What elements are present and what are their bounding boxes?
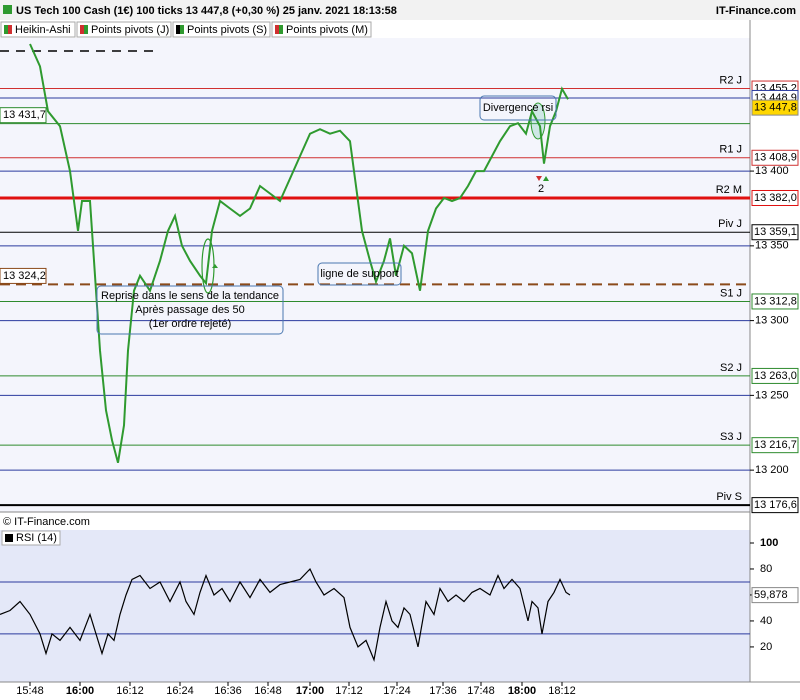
legend-item[interactable] bbox=[172, 21, 271, 38]
last-value-box bbox=[751, 587, 799, 604]
annotation-box bbox=[479, 95, 557, 121]
level-box bbox=[751, 367, 799, 384]
copyright: © IT-Finance.com bbox=[3, 516, 90, 528]
title-bar bbox=[0, 0, 800, 20]
legend-label: Points pivots (J) bbox=[91, 24, 169, 36]
legend-item[interactable] bbox=[0, 21, 76, 38]
legend-item[interactable] bbox=[271, 21, 372, 38]
level-box bbox=[751, 293, 799, 310]
x-tick-label: 17:24 bbox=[383, 685, 411, 697]
level-name: R1 J bbox=[719, 144, 742, 156]
annotation-box bbox=[317, 262, 402, 286]
x-tick-label: 16:48 bbox=[254, 685, 282, 697]
level-name: R2 J bbox=[719, 74, 742, 86]
legend-swatch bbox=[180, 25, 184, 34]
level-label: 13 431,7 bbox=[3, 109, 46, 121]
annotation: Après passage des 50 bbox=[135, 304, 244, 316]
chart-title: US Tech 100 Cash (1€) 100 ticks 13 447,8… bbox=[16, 5, 397, 17]
level-name: Piv S bbox=[716, 491, 742, 503]
arrow bbox=[212, 264, 218, 268]
last-value-label: 13 447,8 bbox=[754, 102, 797, 114]
annotation: Divergence rsi bbox=[483, 102, 553, 114]
x-tick-label: 17:12 bbox=[335, 685, 363, 697]
level-box bbox=[0, 107, 47, 124]
brand: IT-Finance.com bbox=[716, 5, 796, 17]
y-tick-label: 13 200 bbox=[755, 464, 789, 476]
level-box bbox=[751, 189, 799, 206]
legend-swatch bbox=[80, 25, 84, 34]
y-tick-label: 13 350 bbox=[755, 240, 789, 252]
level-name: S3 J bbox=[720, 431, 742, 443]
legend-swatch bbox=[8, 25, 12, 34]
level-box bbox=[0, 267, 47, 284]
legend-item[interactable] bbox=[76, 21, 172, 38]
level-box bbox=[751, 497, 799, 514]
price-line bbox=[29, 43, 569, 463]
level-label: 13 324,2 bbox=[3, 270, 46, 282]
icon bbox=[3, 5, 12, 14]
level-name: Piv J bbox=[718, 218, 742, 230]
x-tick-label: 17:36 bbox=[429, 685, 457, 697]
annotation-box bbox=[96, 285, 284, 335]
y-tick-label: 100 bbox=[760, 537, 778, 549]
last-value-box bbox=[751, 99, 799, 116]
level-label: 13 359,1 bbox=[754, 226, 797, 238]
legend-swatch bbox=[4, 25, 8, 34]
rsi-title: RSI (14) bbox=[16, 532, 57, 544]
x-tick-label: 16:00 bbox=[66, 685, 94, 697]
level-box bbox=[751, 149, 799, 166]
level-label: 13 176,6 bbox=[754, 499, 797, 511]
level-label: 13 382,0 bbox=[754, 192, 797, 204]
y-tick-label: 40 bbox=[760, 615, 772, 627]
x-tick-label: 18:00 bbox=[508, 685, 536, 697]
x-tick-label: 16:12 bbox=[116, 685, 144, 697]
annotation: Reprise dans le sens de la tendance bbox=[101, 290, 279, 302]
legend-label: Points pivots (M) bbox=[286, 24, 368, 36]
y-tick-label: 13 400 bbox=[755, 165, 789, 177]
y-tick-label: 13 250 bbox=[755, 389, 789, 401]
rsi-legend[interactable] bbox=[1, 530, 61, 546]
arrow bbox=[543, 176, 549, 181]
level-name: R2 M bbox=[716, 184, 742, 196]
x-tick-label: 18:12 bbox=[548, 685, 576, 697]
legend-label: Points pivots (S) bbox=[187, 24, 267, 36]
annotation: 2 bbox=[538, 183, 544, 195]
level-label: 13 312,8 bbox=[754, 295, 797, 307]
x-tick-label: 16:36 bbox=[214, 685, 242, 697]
arrow bbox=[536, 176, 542, 181]
plot-layer bbox=[0, 88, 750, 635]
price-line bbox=[0, 567, 571, 663]
legend: Heikin-Ashi Points pivots (J) Points piv… bbox=[0, 21, 372, 38]
legend-swatch bbox=[84, 25, 88, 34]
level-label: 13 263,0 bbox=[754, 370, 797, 382]
y-tick-label: 80 bbox=[760, 563, 772, 575]
level-label: 13 216,7 bbox=[754, 439, 797, 451]
x-tick-label: 17:00 bbox=[296, 685, 324, 697]
legend-swatch bbox=[176, 25, 180, 34]
annotation: (1er ordre rejeté) bbox=[149, 318, 232, 330]
y-tick-label: 13 300 bbox=[755, 315, 789, 327]
level-box bbox=[751, 437, 799, 454]
level-box bbox=[751, 224, 799, 241]
level-name: S2 J bbox=[720, 362, 742, 374]
annotation: ligne de support bbox=[320, 268, 398, 280]
legend-swatch bbox=[275, 25, 279, 34]
last-value-label: 59,878 bbox=[754, 589, 788, 601]
x-tick-label: 17:48 bbox=[467, 685, 495, 697]
legend-swatch bbox=[279, 25, 283, 34]
level-label: 13 408,9 bbox=[754, 152, 797, 164]
x-tick-label: 16:24 bbox=[166, 685, 194, 697]
legend-swatch bbox=[5, 534, 13, 542]
rsi-panel bbox=[0, 530, 750, 682]
legend-label: Heikin-Ashi bbox=[15, 24, 71, 36]
x-tick-label: 15:48 bbox=[16, 685, 44, 697]
level-name: S1 J bbox=[720, 287, 742, 299]
y-tick-label: 20 bbox=[760, 641, 772, 653]
